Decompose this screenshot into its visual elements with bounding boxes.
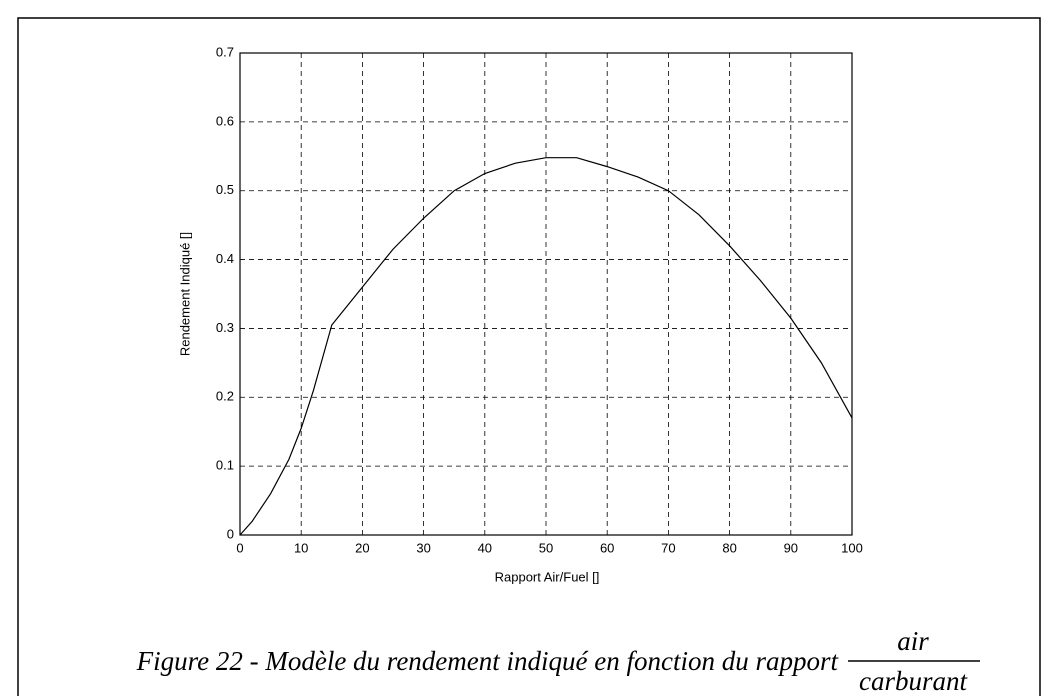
x-tick-label: 10 [294, 540, 308, 555]
x-tick-label: 0 [236, 540, 243, 555]
y-tick-label: 0.1 [216, 458, 234, 473]
y-tick-label: 0.7 [216, 44, 234, 59]
caption-numerator: air [897, 626, 929, 656]
x-tick-label: 20 [355, 540, 369, 555]
plot-frame [239, 52, 853, 536]
x-tick-label: 40 [478, 540, 492, 555]
caption: Figure 22 - Modèle du rendement indiqué … [136, 646, 840, 676]
x-tick-label: 90 [784, 540, 798, 555]
x-tick-label: 100 [841, 540, 863, 555]
y-tick-label: 0.3 [216, 320, 234, 335]
x-tick-label: 80 [722, 540, 736, 555]
caption-denominator: carburant [859, 666, 968, 696]
y-tick-label: 0 [227, 526, 234, 541]
x-tick-label: 60 [600, 540, 614, 555]
figure-frame [17, 17, 1041, 696]
x-tick-label: 30 [416, 540, 430, 555]
x-tick-label: 70 [661, 540, 675, 555]
y-tick-label: 0.2 [216, 389, 234, 404]
x-axis-label: Rapport Air/Fuel [] [495, 569, 600, 584]
y-axis-label: Rendement Indiqué [] [177, 232, 192, 356]
y-tick-label: 0.4 [216, 251, 234, 266]
y-tick-label: 0.5 [216, 182, 234, 197]
x-tick-label: 50 [539, 540, 553, 555]
data-line [239, 157, 853, 536]
y-tick-label: 0.6 [216, 113, 234, 128]
